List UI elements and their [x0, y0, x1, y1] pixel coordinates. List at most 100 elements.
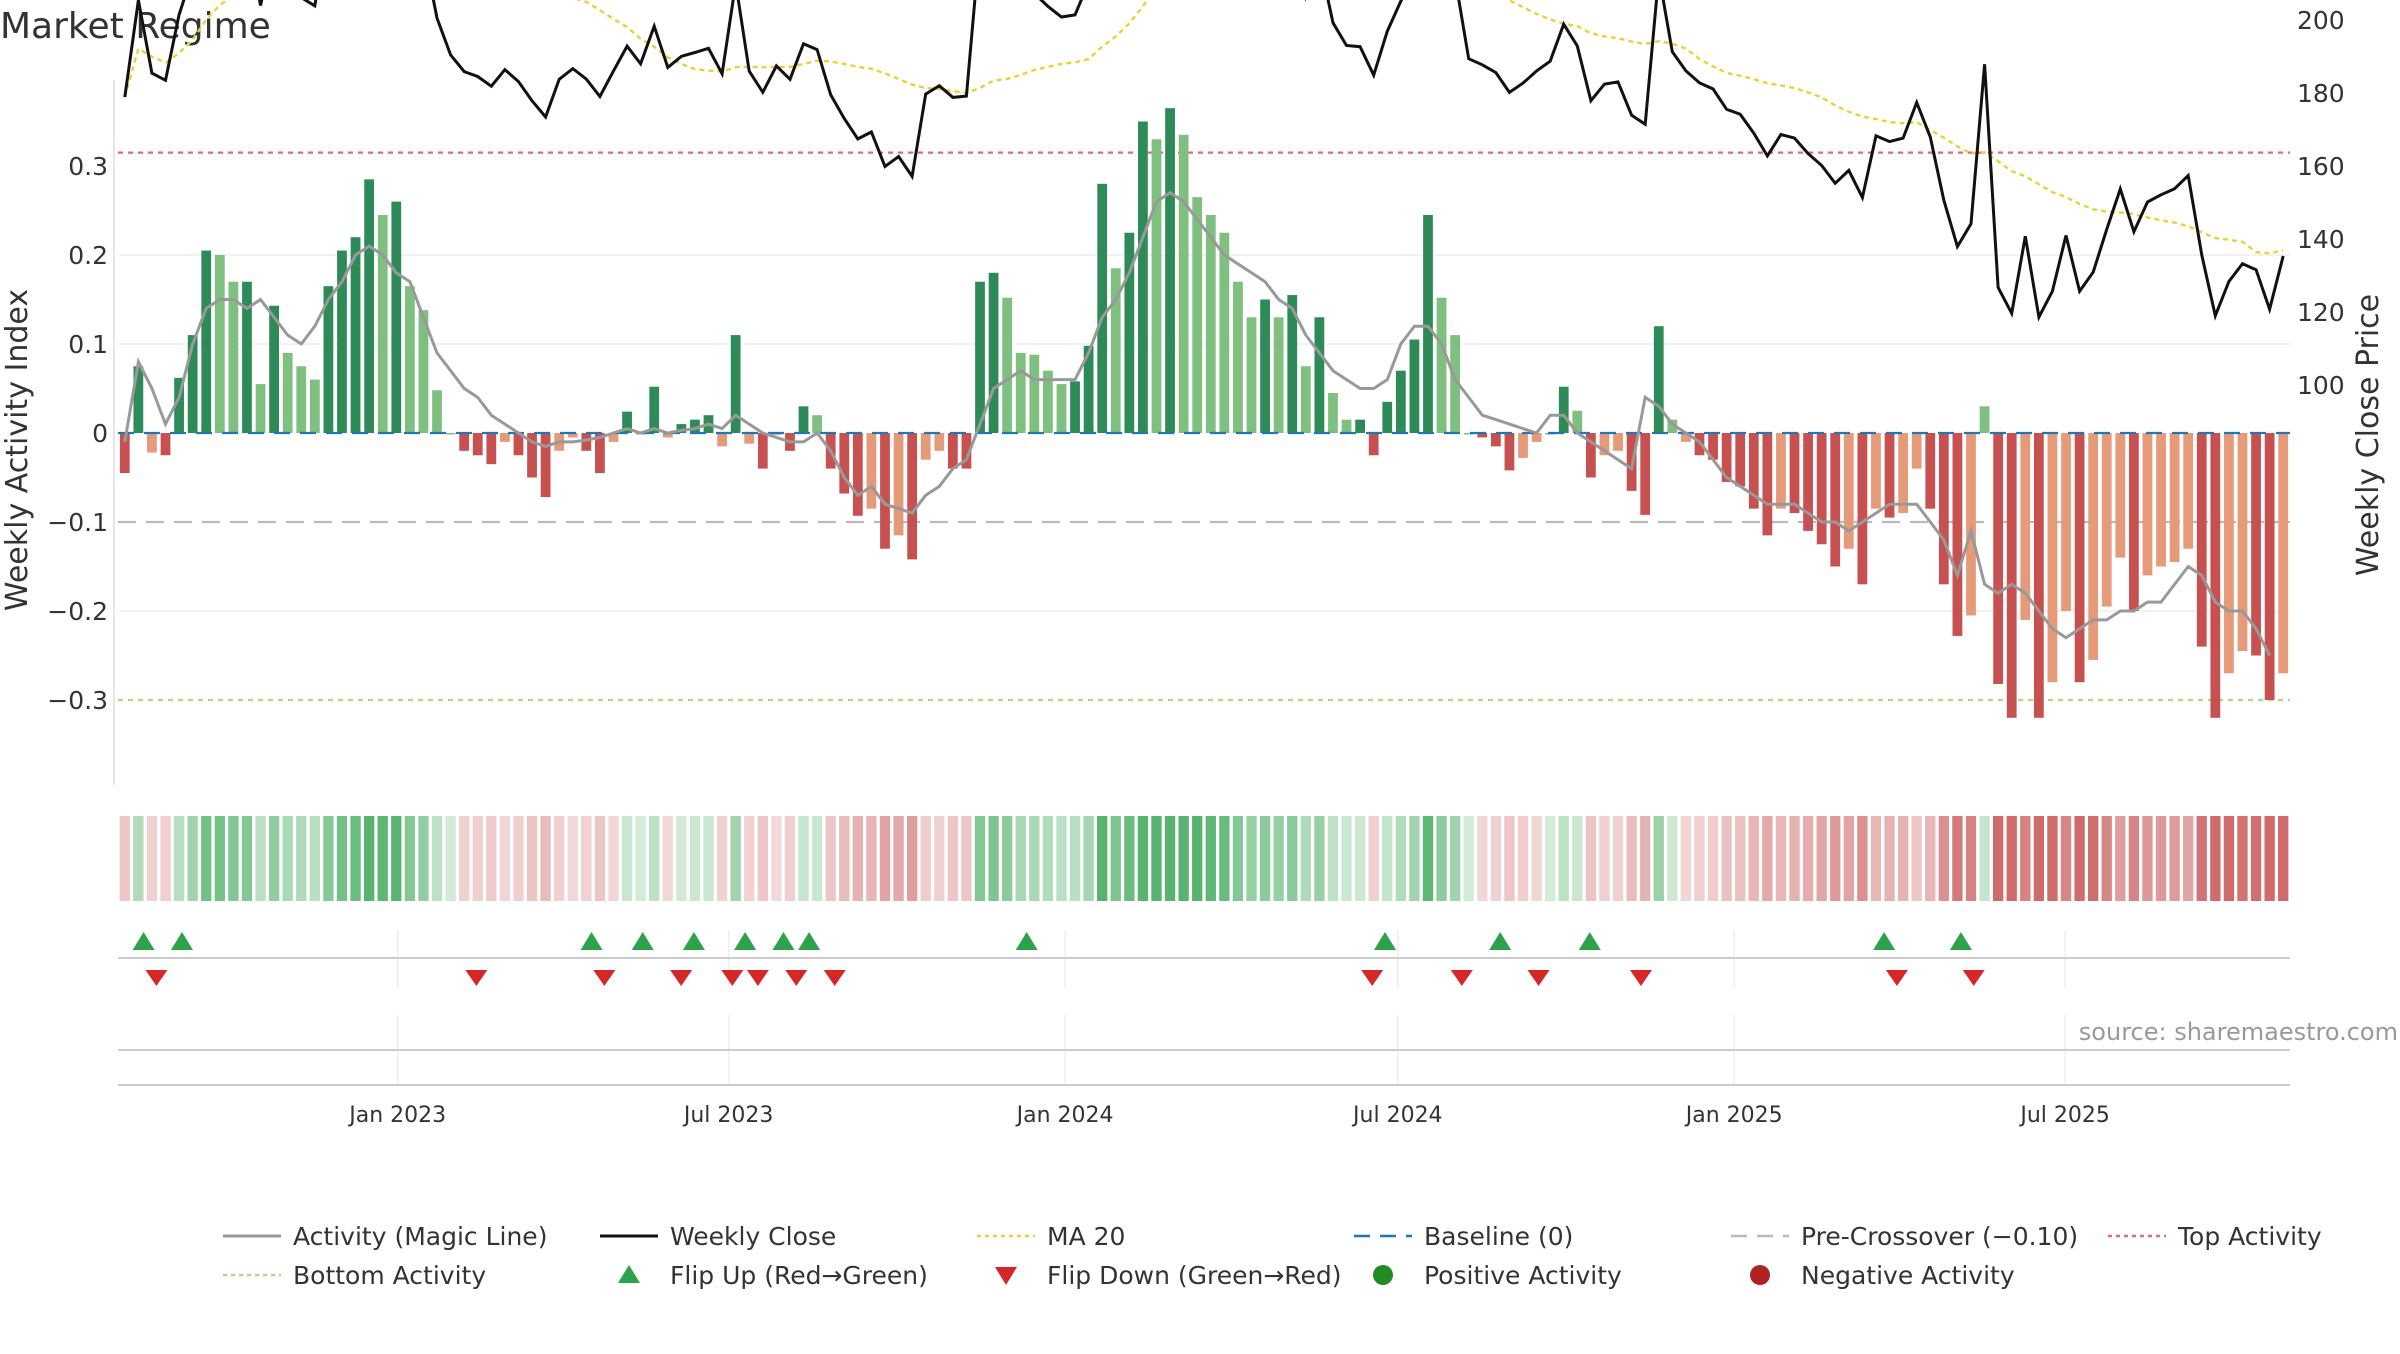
regime-cell: [1667, 816, 1678, 901]
activity-bar: [1558, 386, 1569, 433]
regime-cell: [811, 816, 823, 901]
y-tick-label: 0: [92, 419, 108, 448]
regime-cell: [214, 816, 225, 901]
activity-bar: [1097, 183, 1108, 433]
regime-cell: [2223, 816, 2235, 901]
regime-cell: [1694, 816, 1705, 901]
activity-bar: [228, 281, 239, 433]
activity-bar: [201, 250, 212, 433]
y2-tick-label: 140: [2297, 225, 2345, 254]
activity-bar: [1938, 433, 1949, 585]
regime-cell: [1192, 816, 1203, 901]
regime-cell: [459, 816, 470, 901]
regime-cell: [649, 816, 660, 901]
flip-down-marker: [145, 970, 168, 986]
activity-bar: [1409, 339, 1420, 433]
regime-cell: [2237, 816, 2248, 901]
regime-cell: [1490, 816, 1502, 901]
flip-up-marker: [1949, 932, 1972, 950]
activity-bar: [1436, 297, 1447, 433]
y-tick-label: −0.1: [47, 508, 108, 537]
activity-bar: [1423, 214, 1433, 433]
regime-cell: [1979, 816, 1990, 901]
regime-cell: [1164, 816, 1176, 901]
x-tick-label: Jul 2024: [1351, 1103, 1443, 1128]
flip-up-marker: [132, 932, 155, 950]
x-tick-label: Jul 2025: [2018, 1103, 2110, 1128]
regime-cell: [2047, 816, 2058, 901]
activity-bar: [323, 286, 334, 433]
y-tick-label: −0.2: [47, 597, 108, 626]
regime-cell: [1545, 816, 1556, 901]
activity-bar: [282, 352, 293, 433]
activity-bar: [1640, 433, 1651, 515]
regime-cell: [2196, 816, 2207, 901]
activity-bar: [2006, 433, 2017, 718]
activity-bar: [1748, 433, 1759, 509]
regime-cell: [1422, 816, 1434, 901]
regime-cell: [2060, 816, 2072, 901]
regime-cell: [2101, 816, 2112, 901]
activity-bar: [174, 377, 184, 433]
legend-item: Flip Up (Red→Green): [618, 1261, 928, 1290]
regime-cell: [961, 816, 972, 901]
regime-cell: [934, 816, 945, 901]
activity-bar: [2156, 433, 2166, 567]
activity-bar: [839, 433, 850, 494]
regime-cell: [1897, 816, 1909, 901]
regime-cell: [1952, 816, 1963, 901]
regime-cell: [784, 816, 796, 901]
regime-cell: [1816, 816, 1827, 901]
regime-cell: [1911, 816, 1922, 901]
regime-cell: [499, 816, 511, 901]
y2-axis-label: Weekly Close Price: [2351, 294, 2386, 576]
activity-bar: [662, 433, 673, 438]
activity-bar: [1993, 433, 2004, 684]
regime-cell: [404, 816, 416, 901]
regime-cell: [1259, 816, 1271, 901]
regime-cell: [1382, 816, 1393, 901]
regime-cell: [1341, 816, 1352, 901]
legend-label: Positive Activity: [1424, 1261, 1622, 1290]
activity-bar: [2142, 433, 2153, 576]
activity-bar: [1287, 295, 1298, 433]
regime-cell: [554, 816, 565, 901]
regime-cell: [1409, 816, 1420, 901]
regime-cell: [866, 816, 877, 901]
regime-cell: [1925, 816, 1936, 901]
activity-bar: [866, 433, 877, 509]
activity-bar: [1463, 433, 1474, 435]
activity-bar: [1192, 197, 1203, 433]
activity-bar: [2088, 433, 2099, 660]
y2-tick-label: 120: [2297, 298, 2345, 327]
regime-cell: [201, 816, 212, 901]
activity-bar: [880, 433, 890, 549]
activity-bar: [2047, 433, 2058, 683]
regime-cell: [1558, 816, 1569, 901]
legend-label: Negative Activity: [1801, 1261, 2015, 1290]
flip-up-marker: [580, 932, 603, 950]
activity-bar: [1816, 433, 1827, 545]
regime-cell: [676, 816, 687, 901]
regime-cell: [825, 816, 836, 901]
regime-cell: [1830, 816, 1841, 901]
activity-bar: [527, 433, 537, 478]
regime-cell: [1354, 816, 1366, 901]
activity-bar: [1219, 232, 1230, 433]
regime-cell: [1789, 816, 1800, 901]
y-tick-label: 0.2: [68, 241, 108, 270]
activity-bar: [119, 433, 130, 474]
y2-axis-ticks: 280260240220200180160140120100: [2297, 6, 2345, 400]
regime-cell: [1653, 816, 1664, 901]
activity-bar: [757, 433, 768, 469]
reference-lines: [118, 151, 2290, 702]
x-tick-label: Jul 2023: [682, 1103, 774, 1128]
magic-line: [123, 190, 2271, 657]
y-tick-label: −0.3: [47, 686, 108, 715]
regime-cell: [377, 816, 388, 901]
activity-bar: [1138, 121, 1148, 433]
activity-bar: [608, 433, 619, 442]
x-tick-label: Jan 2025: [1684, 1103, 1783, 1128]
legend-item: MA 20: [977, 1222, 1125, 1251]
activity-bar: [377, 214, 388, 433]
